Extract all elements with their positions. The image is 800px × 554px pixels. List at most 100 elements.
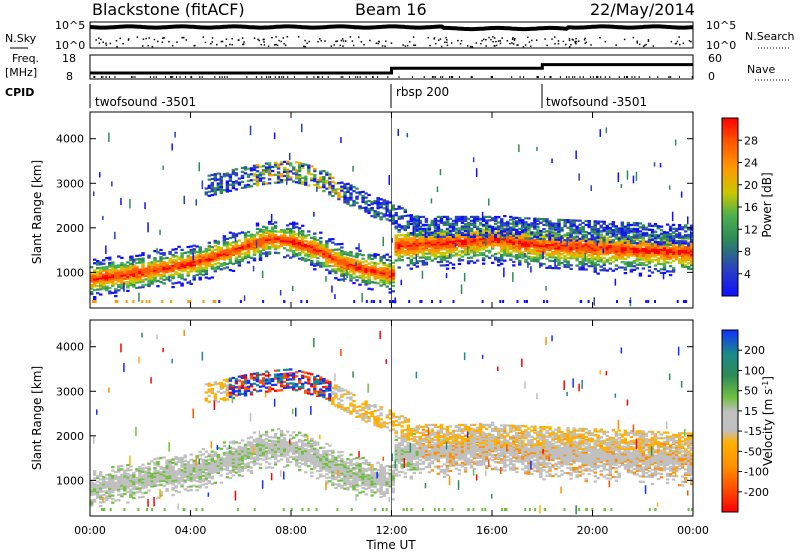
velocity-cell xyxy=(159,494,163,497)
power-cell xyxy=(623,225,628,228)
power-cell xyxy=(105,267,109,270)
velocity-cell xyxy=(96,475,100,478)
power-cell xyxy=(406,244,410,247)
power-cell xyxy=(96,263,100,266)
power-cell xyxy=(373,272,377,275)
power-cell xyxy=(379,198,383,201)
power-cell xyxy=(677,260,682,263)
power-cell xyxy=(228,251,233,254)
power-cell xyxy=(183,278,187,281)
velocity-cell xyxy=(159,474,163,477)
noise-search-point xyxy=(324,40,326,42)
power-cell xyxy=(500,234,504,237)
power-cell xyxy=(346,271,350,274)
power-cell xyxy=(563,263,567,267)
power-cell xyxy=(171,277,175,280)
power-cell xyxy=(674,229,679,233)
power-cell xyxy=(177,281,181,284)
power-cell xyxy=(506,249,510,252)
power-cell xyxy=(150,264,154,267)
power-cell xyxy=(255,243,260,247)
power-cell xyxy=(690,253,694,256)
power-cell xyxy=(433,229,438,232)
power-cell xyxy=(572,223,576,226)
power-cell xyxy=(331,264,335,267)
power-cell xyxy=(286,249,290,252)
power-cell xyxy=(485,215,489,218)
power-cell xyxy=(424,227,429,230)
power-cell xyxy=(102,282,106,285)
power-cell xyxy=(687,253,691,256)
power-cell xyxy=(524,227,528,230)
power-cell xyxy=(361,271,365,275)
power-cell xyxy=(349,196,353,199)
power-cell xyxy=(397,225,401,228)
power-cell xyxy=(566,262,570,265)
power-cell xyxy=(518,256,522,259)
power-cell xyxy=(608,249,612,253)
power-cell xyxy=(684,234,688,237)
power-cell xyxy=(506,245,510,248)
power-cell xyxy=(313,184,317,187)
power-cell xyxy=(635,245,640,248)
power-cell xyxy=(283,236,287,239)
power-cell xyxy=(662,261,667,264)
noise-search-point xyxy=(469,45,472,48)
power-cell xyxy=(596,234,600,237)
power-cell xyxy=(346,262,350,265)
velocity-cell xyxy=(147,471,151,474)
power-cell xyxy=(554,240,558,243)
power-cell xyxy=(641,251,646,254)
power-cell xyxy=(690,224,694,227)
power-cell xyxy=(614,246,618,249)
power-cell xyxy=(249,256,254,259)
power-cell xyxy=(439,255,444,258)
nave-point xyxy=(170,76,172,78)
power-cell xyxy=(340,185,344,188)
velocity-cell xyxy=(129,479,133,482)
velocity-cell xyxy=(171,467,175,470)
power-cell xyxy=(153,257,157,260)
power-cell xyxy=(301,249,305,252)
power-cell xyxy=(415,221,419,224)
power-cell xyxy=(310,261,314,264)
power-cell xyxy=(270,230,275,233)
power-cell xyxy=(201,270,205,273)
velocity-cell xyxy=(168,482,172,485)
power-cell xyxy=(599,260,603,263)
power-cell xyxy=(165,276,169,279)
power-cell xyxy=(90,280,94,283)
power-cell xyxy=(292,250,296,253)
power-cell xyxy=(270,231,275,234)
velocity-cell xyxy=(138,483,142,486)
power-cell xyxy=(183,262,187,265)
power-cell xyxy=(159,277,163,280)
power-cell xyxy=(267,235,272,238)
power-cell xyxy=(403,250,407,253)
power-cell xyxy=(644,255,649,258)
power-cell xyxy=(388,273,392,276)
velocity-cell xyxy=(105,497,109,500)
power-cell xyxy=(195,259,199,262)
velocity-cell xyxy=(171,494,175,497)
power-cell xyxy=(295,247,299,250)
power-cell xyxy=(255,240,260,243)
noise-search-point xyxy=(229,43,231,46)
power-cell xyxy=(162,257,166,260)
power-cell xyxy=(488,225,492,228)
power-cell xyxy=(210,253,214,256)
power-cell xyxy=(234,242,239,245)
power-cell xyxy=(472,245,477,248)
power-cell xyxy=(436,223,441,226)
power-cell xyxy=(295,233,299,236)
nave-point xyxy=(179,76,181,78)
power-cell xyxy=(273,233,278,237)
power-cell xyxy=(222,261,227,265)
nave-point xyxy=(511,76,513,78)
power-cell xyxy=(319,263,323,266)
nave-point xyxy=(668,76,670,78)
power-cell xyxy=(99,277,103,280)
power-cell xyxy=(448,245,453,249)
power-cell xyxy=(463,253,468,256)
velocity-cell xyxy=(111,469,115,472)
